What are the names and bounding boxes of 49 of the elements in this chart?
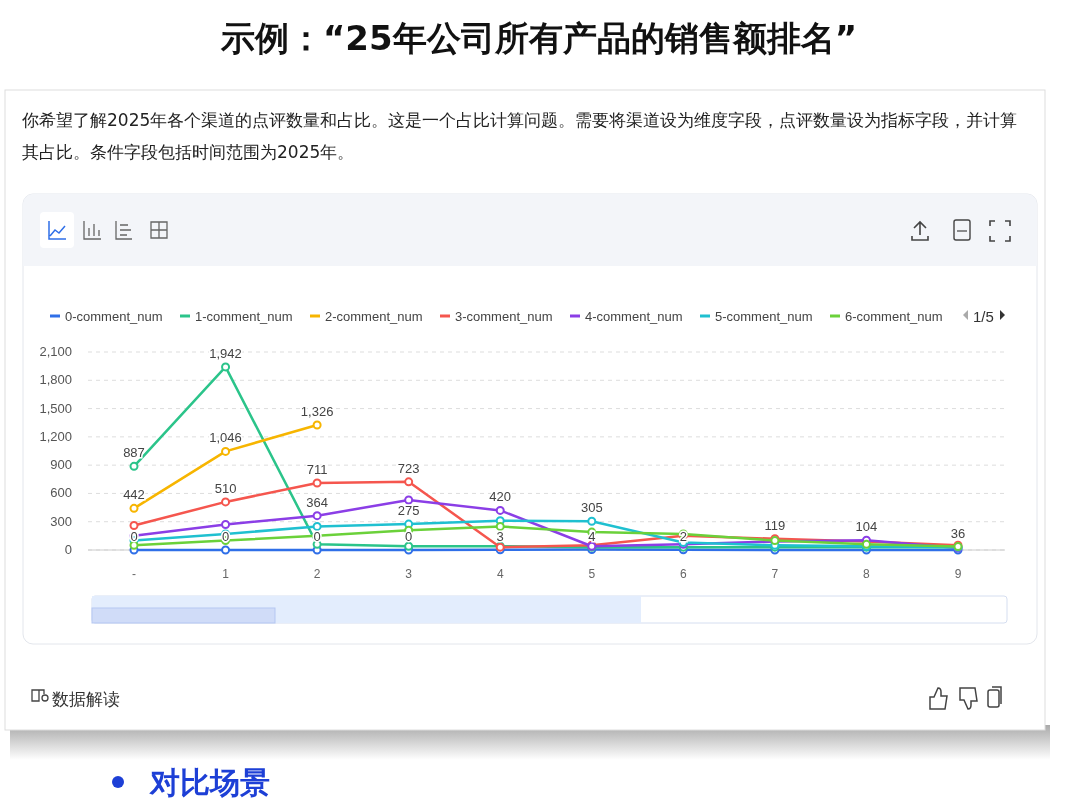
data-label: 119 [764,517,786,533]
y-tick-label: 300 [50,513,72,529]
legend-label: 0-comment_num [65,309,163,324]
x-tick-label: 4 [496,567,504,581]
x-tick-label: 5 [588,567,596,581]
chart-subtitle: 你希望了解2025年各个渠道的点评数量和占比。这是一个占比计算问题。需要将渠道设为维度字段，点评数量设为指标字段，并计算其占比。条件字段包括时间范围为2025年。 [22,109,1019,164]
chart-title: 示例：“25年公司所有产品的销售额排名” [219,18,858,58]
x-tick-label: 6 [679,567,687,581]
data-label: 0 [221,529,230,544]
y-tick-label: 0 [64,542,72,557]
y-tick-label: 600 [50,485,72,501]
data-label: 2 [679,528,687,544]
y-tick-label: 1,500 [39,400,72,416]
data-label: 510 [214,480,237,496]
data-label: 1,942 [209,345,242,361]
data-label: 420 [489,489,512,505]
text: 对比场景 [149,765,270,800]
text: 数据解读 [52,689,120,709]
x-tick-label: 3 [405,567,413,581]
legend-label: 2-comment_num [325,309,423,324]
data-label: 1,326 [300,403,334,419]
data-label: 711 [306,461,328,477]
x-tick-label: 1 [222,567,230,581]
data-label: 1,046 [209,430,242,446]
y-tick-label: 1,200 [39,428,72,444]
data-label: 36 [950,525,966,541]
y-tick-label: 1,800 [39,372,72,388]
legend-label: 4-comment_num [585,309,683,324]
x-tick-label: 7 [771,567,779,581]
x-tick-label: 8 [863,567,871,581]
data-label: 3 [496,528,504,544]
data-label: 364 [306,494,328,510]
legend-label: 3-comment_num [455,309,553,324]
data-label: 275 [397,503,420,519]
legend-label: 6-comment_num [845,309,943,324]
x-tick-label: 9 [954,567,962,581]
x-tick-label: 2 [313,567,321,581]
data-label: 0 [130,529,138,544]
legend-label: 1-comment_num [195,309,293,324]
y-tick-label: 2,100 [39,344,72,359]
y-tick-label: 900 [50,457,72,473]
x-tick-label: - [132,567,136,581]
data-label: 305 [580,500,603,516]
data-label: 442 [123,487,145,503]
data-label: 887 [123,445,145,461]
legend-label: 5-comment_num [715,309,813,324]
text: 1/5 [973,308,994,325]
data-label: 104 [855,519,878,535]
data-label: 723 [397,460,420,476]
